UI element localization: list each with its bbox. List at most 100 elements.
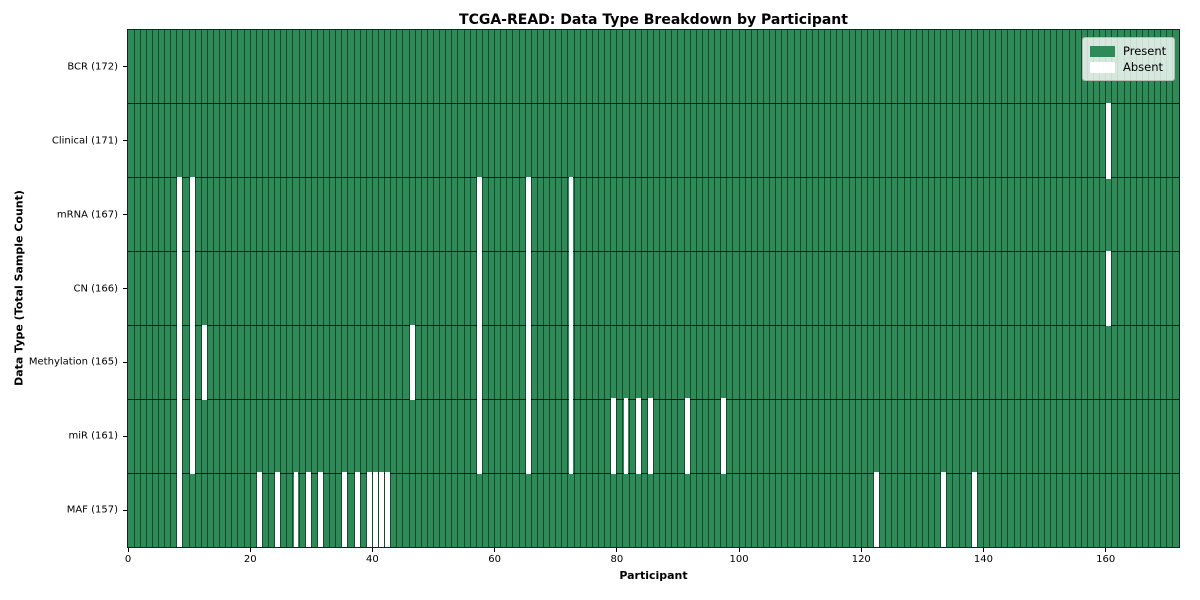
absent-cell	[189, 250, 195, 327]
column-edge-line	[891, 30, 893, 547]
column-edge-line	[964, 30, 966, 547]
column-edge-line	[622, 30, 624, 547]
column-edge-line	[653, 30, 654, 547]
y-tick-label: BCR (172)	[67, 61, 118, 73]
column-edge-line	[995, 30, 997, 547]
column-edge-line	[1154, 30, 1156, 547]
column-edge-line	[610, 30, 612, 547]
column-edge-line	[805, 30, 807, 547]
row-separator-line	[128, 103, 1179, 105]
y-tick-label: CN (166)	[73, 283, 118, 294]
column-edge-line	[255, 30, 257, 547]
column-edge-line	[323, 30, 325, 547]
absent-cell	[293, 472, 299, 547]
x-axis-label: Participant	[619, 569, 688, 582]
y-tick-mark	[123, 140, 127, 142]
column-edge-line	[310, 30, 312, 547]
absent-cell	[379, 472, 385, 547]
column-edge-line	[194, 30, 196, 547]
absent-cell	[647, 398, 653, 475]
absent-cell	[366, 472, 372, 547]
column-edge-line	[732, 30, 734, 547]
x-tick-label: 60	[488, 554, 501, 565]
y-tick-mark	[123, 435, 127, 437]
absent-cell	[476, 398, 482, 475]
absent-cell	[177, 472, 183, 547]
row-separator-line	[128, 324, 1179, 326]
column-edge-line	[604, 30, 606, 547]
column-edge-line	[1092, 30, 1094, 547]
column-edge-line	[426, 30, 428, 547]
column-edge-line	[567, 30, 569, 547]
absent-cell	[177, 324, 183, 401]
absent-cell	[568, 398, 574, 475]
absent-cell	[568, 250, 574, 327]
column-edge-line	[469, 30, 471, 547]
absent-cell	[177, 398, 183, 475]
column-edge-line	[176, 30, 178, 547]
absent-cell	[305, 472, 311, 547]
column-edge-line	[1037, 30, 1039, 547]
y-tick-mark	[123, 288, 127, 289]
column-edge-line	[934, 30, 936, 547]
column-edge-line	[1147, 30, 1149, 547]
absent-cell	[635, 398, 641, 475]
y-tick-mark	[123, 361, 127, 363]
column-edge-line	[170, 30, 172, 547]
column-edge-line	[952, 30, 954, 547]
column-edge-line	[561, 30, 563, 547]
absent-cell	[721, 398, 727, 475]
column-edge-line	[689, 30, 691, 547]
legend-item-absent: Absent	[1090, 59, 1167, 75]
x-tick-label: 140	[973, 554, 993, 565]
column-edge-line	[744, 30, 746, 547]
column-edge-line	[133, 30, 135, 547]
column-edge-line	[243, 30, 245, 547]
column-edge-line	[518, 30, 520, 547]
column-edge-line	[799, 30, 801, 547]
column-edge-line	[512, 30, 514, 547]
column-edge-line	[1086, 30, 1088, 547]
column-edge-line	[707, 30, 709, 547]
column-edge-line	[769, 30, 771, 547]
column-edge-line	[714, 30, 716, 547]
absent-cell	[354, 472, 360, 547]
column-edge-line	[659, 30, 661, 547]
column-edge-line	[909, 30, 911, 547]
column-edge-line	[433, 30, 435, 547]
column-edge-line	[958, 30, 960, 547]
y-tick-label: Clinical (171)	[51, 135, 118, 147]
column-edge-line	[329, 30, 331, 547]
column-edge-line	[536, 30, 538, 547]
y-axis-label: Data Type (Total Sample Count)	[12, 190, 26, 386]
column-edge-line	[854, 30, 856, 547]
column-edge-line	[738, 30, 740, 547]
row-separator-line	[128, 251, 1179, 253]
column-edge-line	[543, 30, 544, 547]
column-edge-line	[457, 30, 459, 547]
column-edge-line	[390, 30, 392, 547]
x-tick-label: 160	[1096, 554, 1116, 565]
y-tick-mark	[123, 66, 127, 68]
column-edge-line	[1001, 30, 1003, 547]
absent-cell	[874, 472, 879, 547]
absent-cell	[318, 472, 323, 547]
column-edge-line	[811, 30, 813, 547]
row-separator-line	[128, 398, 1179, 400]
column-edge-line	[1105, 30, 1107, 547]
column-edge-line	[793, 30, 795, 547]
column-edge-line	[1117, 30, 1119, 547]
x-tick-mark	[860, 548, 862, 552]
column-edge-line	[475, 30, 477, 547]
column-edge-line	[524, 30, 526, 547]
column-edge-line	[335, 30, 337, 547]
absent-cell	[476, 324, 482, 401]
column-edge-line	[371, 30, 373, 547]
column-edge-line	[353, 30, 355, 547]
column-edge-line	[225, 30, 227, 547]
legend-item-present: Present	[1090, 43, 1167, 59]
column-edge-line	[585, 30, 587, 547]
column-edge-line	[414, 30, 416, 547]
column-edge-line	[1044, 30, 1046, 547]
column-edge-line	[842, 30, 844, 547]
